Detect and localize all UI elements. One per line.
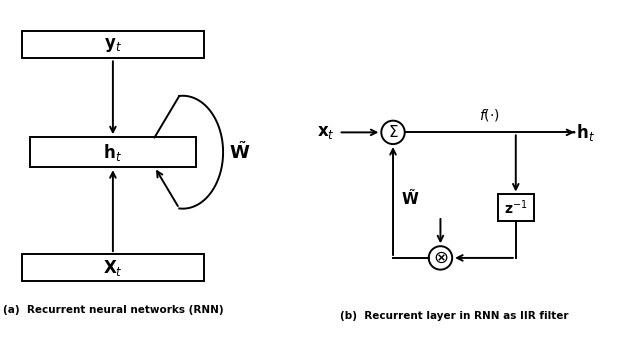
Text: $\tilde{\mathbf{W}}$: $\tilde{\mathbf{W}}$ xyxy=(228,142,250,163)
Text: $\mathbf{x}_t$: $\mathbf{x}_t$ xyxy=(317,124,335,141)
Text: $\otimes$: $\otimes$ xyxy=(433,249,448,267)
Text: $\mathbf{h}_t$: $\mathbf{h}_t$ xyxy=(576,122,595,143)
Text: $\Sigma$: $\Sigma$ xyxy=(388,124,398,140)
Bar xyxy=(22,254,204,281)
Bar xyxy=(29,137,196,167)
Bar xyxy=(22,31,204,58)
Text: $\mathbf{z}^{-1}$: $\mathbf{z}^{-1}$ xyxy=(504,198,527,217)
Text: (b)  Recurrent layer in RNN as IIR filter: (b) Recurrent layer in RNN as IIR filter xyxy=(340,311,569,321)
Text: $\mathbf{y}_t$: $\mathbf{y}_t$ xyxy=(104,36,122,54)
Text: $f(\cdot)$: $f(\cdot)$ xyxy=(479,107,500,123)
Bar xyxy=(498,194,534,221)
Text: $\tilde{\mathbf{W}}$: $\tilde{\mathbf{W}}$ xyxy=(401,188,419,208)
Text: $\mathbf{X}_t$: $\mathbf{X}_t$ xyxy=(103,258,123,278)
Text: $\mathbf{h}_t$: $\mathbf{h}_t$ xyxy=(104,142,122,163)
Text: (a)  Recurrent neural networks (RNN): (a) Recurrent neural networks (RNN) xyxy=(3,306,223,315)
